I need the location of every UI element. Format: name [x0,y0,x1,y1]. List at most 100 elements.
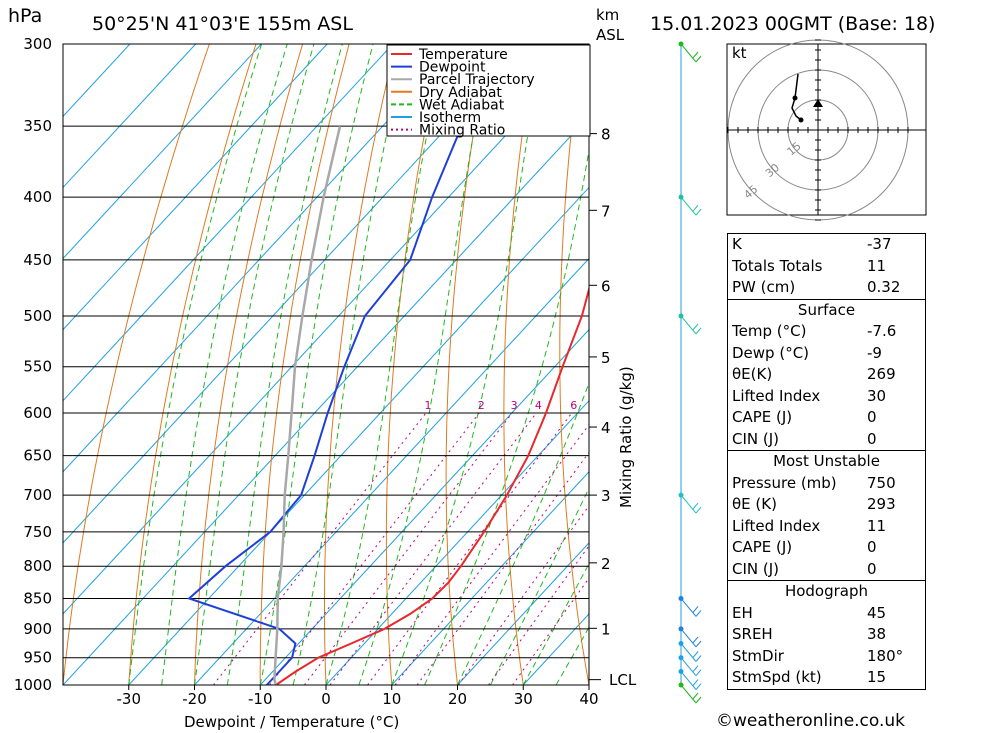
mixing-ratio-label: 20 [681,399,695,412]
stat-value: -9 [867,343,882,362]
hodograph-point [798,117,804,123]
isotherm-line [128,186,589,685]
isotherm-line [259,328,589,685]
x-tick-label: 40 [579,690,598,708]
mixing-ratio-label: 15 [652,399,666,412]
km-tick-label: 1 [601,620,611,638]
parcel-trajectory-line [273,125,342,685]
mixing-ratio-label: 4 [535,399,542,412]
x-tick-label: 10 [382,690,401,708]
section-title-most-unstable: Most Unstable [773,452,880,470]
stat-value: 0 [867,408,877,426]
stats-hodograph: Hodograph EH 45 SREH 38 StmDir 180° StmSpd … [727,581,926,690]
mixing-ratio-label: 2 [478,399,485,412]
isotherm-line [457,542,589,685]
pressure-tick-label: 850 [23,589,52,607]
stat-label: Dewp (°C) [732,343,810,362]
isotherm-line [325,399,589,685]
stat-value: 15 [867,668,887,686]
pressure-unit-label: hPa [8,5,42,27]
stat-value: 269 [867,365,896,383]
plot-frame [62,43,590,686]
isotherm-line [63,44,589,615]
stat-row: Pressure (mb) 750 [728,473,925,495]
legend-item-label: Dry Adiabat [419,85,502,101]
stat-row: StmSpd (kt) 15 [728,667,925,689]
stat-value: 30 [867,386,887,405]
pressure-tick-label: 450 [23,251,52,269]
stat-value: -37 [867,235,892,253]
pressure-tick-label: 400 [23,188,52,206]
stat-label: Lifted Index [732,386,821,405]
wind-barb [680,43,702,63]
km-tick-label: 6 [601,277,611,295]
wind-barb [680,684,702,704]
pressure-tick-label: 600 [23,404,52,422]
stat-value: 11 [867,256,887,275]
legend-box [386,44,591,137]
wind-barb [680,315,702,335]
stat-label: CIN (J) [732,429,780,448]
mixing-ratio-line [329,412,537,685]
stat-row: EH 45 [728,603,925,625]
dry-adiabat-line [194,44,304,685]
wet-adiabat-line [489,487,589,685]
dry-adiabat-line [445,44,490,685]
legend-item-label: Wet Adiabat [419,97,505,113]
stat-label: K [732,235,742,253]
stat-row: θE (K) 293 [728,494,925,516]
pressure-tick-label: 300 [23,35,52,53]
stat-label: Pressure (mb) [732,473,837,492]
lcl-label: LCL [609,671,637,689]
stat-label: θE(K) [732,365,773,383]
stat-value: 38 [867,625,887,643]
pressure-tick-label: 950 [23,649,52,667]
storm-motion-marker [813,99,823,107]
isotherm-line [63,44,460,473]
datetime-title: 15.01.2023 00GMT (Base: 18) [650,13,935,35]
pressure-tick-label: 650 [23,447,52,465]
stat-value: -7.6 [867,322,897,340]
isotherm-line [194,257,589,685]
mixing-ratio-label: 1 [424,399,431,412]
wind-barb [680,196,702,216]
km-tick-label: 8 [601,126,611,144]
pressure-tick-label: 900 [23,620,52,638]
stat-row-tt: Totals Totals 11 [728,256,925,278]
stat-label: θE (K) [732,495,777,513]
legend-item-label: Parcel Trajectory [419,72,535,88]
legend-item-label: Dewpoint [419,60,486,76]
stat-label: SREH [732,625,773,643]
km-tick-label: 3 [601,487,611,505]
stat-label: CIN (J) [732,559,780,578]
stat-value: 750 [867,473,896,492]
mixing-ratio-label: 3 [511,399,518,412]
wet-adiabat-line [259,44,374,685]
legend-item-label: Temperature [418,47,508,63]
stat-label: StmDir [732,646,784,665]
stat-value: 293 [867,495,896,513]
stat-row: CAPE (J) 0 [728,537,925,559]
x-tick-label: 0 [321,690,331,708]
x-tick-label: 30 [514,690,533,708]
x-tick-label: -20 [182,690,207,708]
stat-row: Temp (°C) -7.6 [728,321,925,343]
dry-adiabat-line [503,44,536,685]
mixing-ratio-line [394,423,589,685]
isotherm-line [63,44,394,402]
stat-label: Temp (°C) [732,322,807,340]
stat-value: 11 [867,516,887,535]
mixing-ratio-label: 6 [570,399,577,412]
stat-value: 0 [867,559,877,578]
wind-barb [680,494,702,514]
wind-barb [680,671,702,690]
wind-barbs [678,41,702,704]
stat-row: CAPE (J) 0 [728,407,925,429]
wind-barb [680,628,702,648]
location-title: 50°25'N 41°03'E 155m ASL [92,13,353,35]
stat-label: CAPE (J) [732,408,793,426]
isotherm-line [63,44,262,260]
hodograph-unit: kt [732,44,747,62]
